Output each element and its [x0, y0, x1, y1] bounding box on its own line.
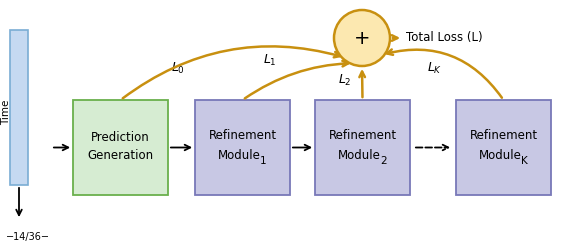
Text: $L_K$: $L_K$ [427, 61, 443, 76]
Text: Module: Module [479, 149, 522, 162]
Text: K: K [521, 155, 528, 165]
Bar [10, 30, 28, 185]
Text: Prediction: Prediction [91, 131, 150, 144]
Text: Module: Module [338, 149, 381, 162]
Bar [315, 100, 410, 195]
Text: 2: 2 [380, 155, 387, 165]
Text: −14/36−: −14/36− [6, 232, 50, 242]
Text: Generation: Generation [88, 149, 153, 162]
Text: Refinement: Refinement [328, 129, 396, 142]
Text: $L_2$: $L_2$ [338, 72, 352, 88]
Bar [456, 100, 551, 195]
Text: 1: 1 [260, 155, 267, 165]
Text: Refinement: Refinement [208, 129, 277, 142]
Text: Time: Time [1, 99, 11, 125]
Text: Module: Module [218, 149, 261, 162]
Text: $L_0$: $L_0$ [171, 61, 185, 76]
Circle shape [334, 10, 390, 66]
Text: $L_1$: $L_1$ [263, 52, 277, 68]
Text: Refinement: Refinement [470, 129, 538, 142]
Text: Total Loss (L): Total Loss (L) [406, 31, 483, 44]
Text: +: + [353, 29, 370, 48]
Bar [73, 100, 168, 195]
Bar [195, 100, 290, 195]
